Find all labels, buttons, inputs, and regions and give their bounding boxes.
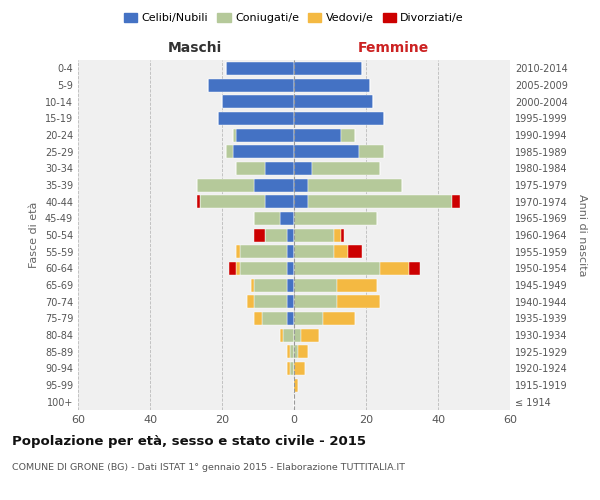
Bar xyxy=(236,162,265,175)
Bar xyxy=(283,328,294,342)
Bar xyxy=(334,245,348,258)
Bar xyxy=(265,195,294,208)
Bar xyxy=(452,195,460,208)
Text: COMUNE DI GRONE (BG) - Dati ISTAT 1° gennaio 2015 - Elaborazione TUTTITALIA.IT: COMUNE DI GRONE (BG) - Dati ISTAT 1° gen… xyxy=(12,462,405,471)
Bar xyxy=(294,262,380,275)
Bar xyxy=(294,62,362,75)
Bar xyxy=(240,262,287,275)
Bar xyxy=(254,312,262,325)
Bar xyxy=(301,328,319,342)
Bar xyxy=(334,228,341,241)
Bar xyxy=(294,245,334,258)
Bar xyxy=(265,228,287,241)
Bar xyxy=(294,195,308,208)
Bar xyxy=(294,95,373,108)
Bar xyxy=(280,212,294,225)
Text: Popolazione per età, sesso e stato civile - 2015: Popolazione per età, sesso e stato civil… xyxy=(12,435,366,448)
Bar xyxy=(287,362,290,375)
Bar xyxy=(290,362,294,375)
Bar xyxy=(341,128,355,141)
Bar xyxy=(197,178,254,192)
Bar xyxy=(294,162,312,175)
Bar xyxy=(294,145,359,158)
Bar xyxy=(337,295,380,308)
Bar xyxy=(308,178,402,192)
Bar xyxy=(226,145,233,158)
Bar xyxy=(197,195,200,208)
Bar xyxy=(298,345,308,358)
Bar xyxy=(308,195,452,208)
Bar xyxy=(380,262,409,275)
Bar xyxy=(287,228,294,241)
Bar xyxy=(229,262,236,275)
Bar xyxy=(251,278,254,291)
Bar xyxy=(294,362,305,375)
Bar xyxy=(254,295,287,308)
Bar xyxy=(294,378,298,392)
Bar xyxy=(287,312,294,325)
Bar xyxy=(233,145,294,158)
Bar xyxy=(290,345,294,358)
Bar xyxy=(265,162,294,175)
Bar xyxy=(294,112,384,125)
Bar xyxy=(348,245,362,258)
Bar xyxy=(294,228,334,241)
Bar xyxy=(294,78,370,92)
Bar xyxy=(280,328,283,342)
Bar xyxy=(236,245,240,258)
Bar xyxy=(294,278,337,291)
Bar xyxy=(294,128,341,141)
Bar xyxy=(341,228,344,241)
Bar xyxy=(254,278,287,291)
Bar xyxy=(254,212,280,225)
Legend: Celibi/Nubili, Coniugati/e, Vedovi/e, Divorziati/e: Celibi/Nubili, Coniugati/e, Vedovi/e, Di… xyxy=(119,8,469,28)
Bar xyxy=(208,78,294,92)
Bar xyxy=(287,262,294,275)
Bar xyxy=(287,345,290,358)
Bar xyxy=(294,212,377,225)
Bar xyxy=(409,262,420,275)
Bar xyxy=(294,345,298,358)
Bar xyxy=(287,295,294,308)
Bar xyxy=(287,278,294,291)
Bar xyxy=(294,295,337,308)
Y-axis label: Fasce di età: Fasce di età xyxy=(29,202,39,268)
Text: Femmine: Femmine xyxy=(358,41,429,55)
Bar xyxy=(233,128,236,141)
Bar xyxy=(254,178,294,192)
Bar xyxy=(254,228,265,241)
Y-axis label: Anni di nascita: Anni di nascita xyxy=(577,194,587,276)
Bar xyxy=(200,195,265,208)
Bar xyxy=(240,245,287,258)
Text: Maschi: Maschi xyxy=(167,41,222,55)
Bar xyxy=(294,178,308,192)
Bar xyxy=(359,145,384,158)
Bar xyxy=(337,278,377,291)
Bar xyxy=(294,328,301,342)
Bar xyxy=(247,295,254,308)
Bar xyxy=(236,128,294,141)
Bar xyxy=(323,312,355,325)
Bar xyxy=(294,312,323,325)
Bar xyxy=(312,162,380,175)
Bar xyxy=(226,62,294,75)
Bar xyxy=(218,112,294,125)
Bar xyxy=(222,95,294,108)
Bar xyxy=(287,245,294,258)
Bar xyxy=(262,312,287,325)
Bar xyxy=(236,262,240,275)
